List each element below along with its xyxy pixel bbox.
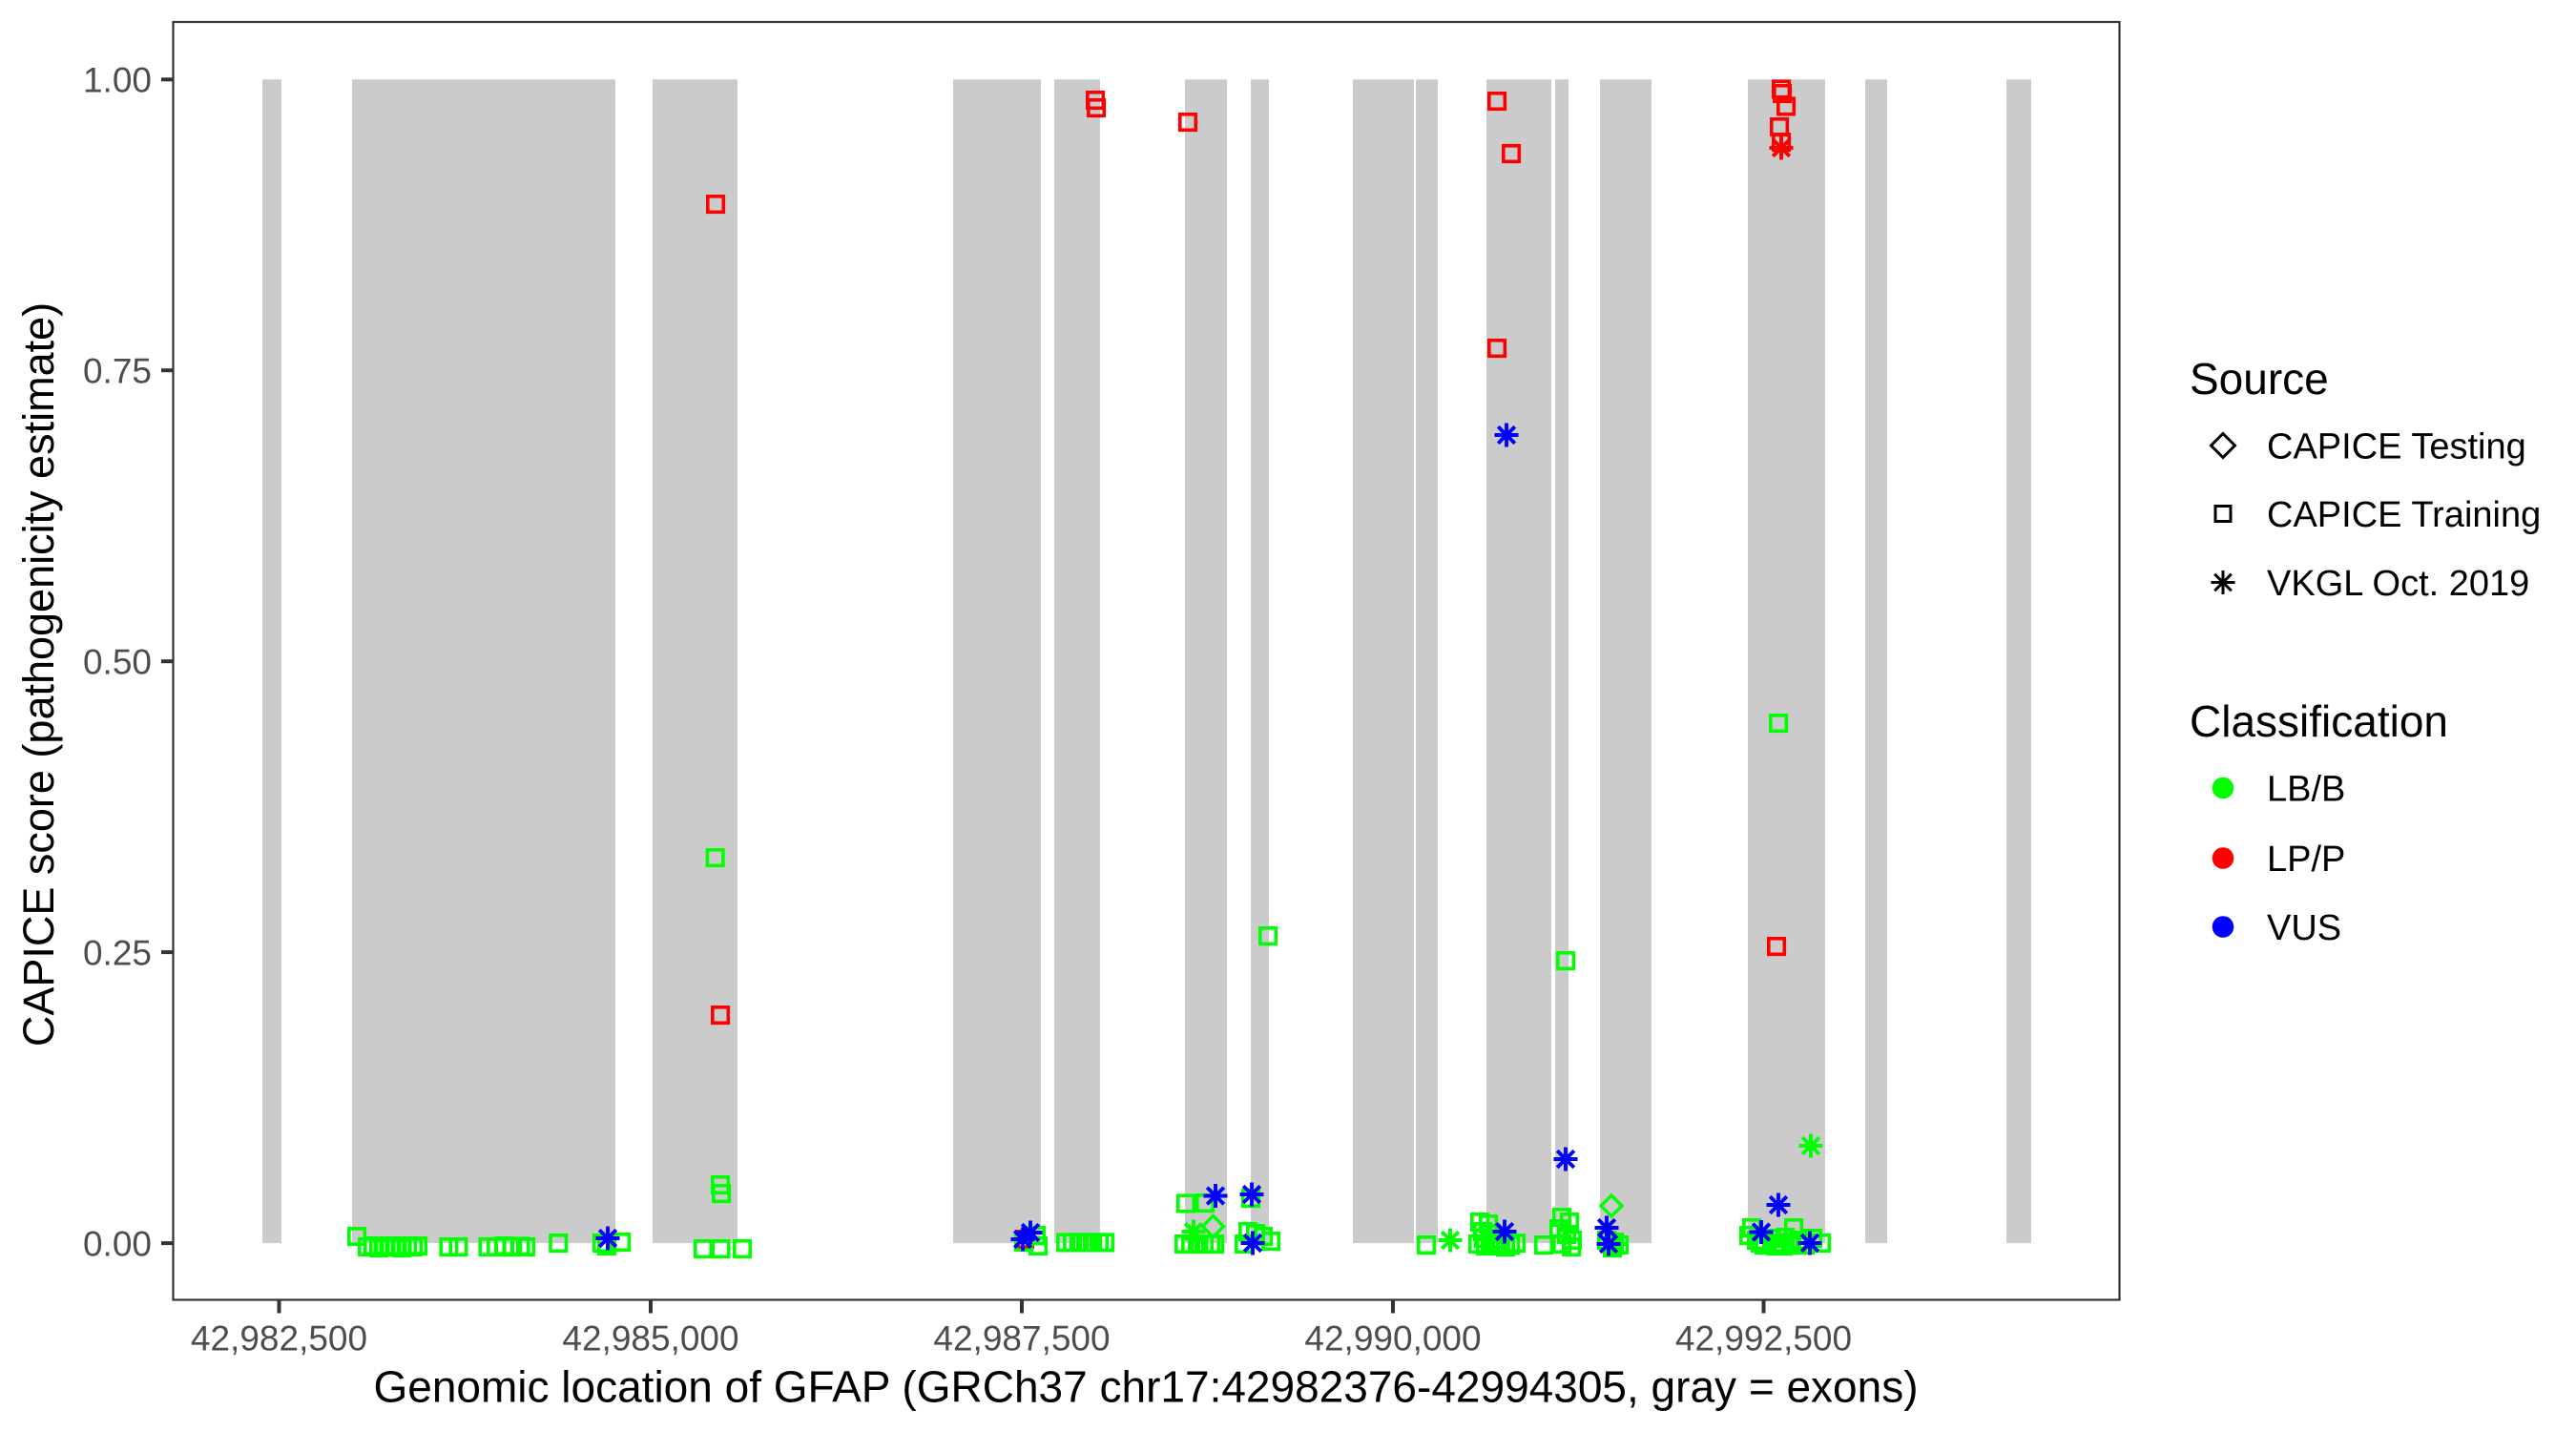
svg-text:0.50: 0.50 — [83, 642, 152, 681]
svg-text:VUS: VUS — [2267, 908, 2341, 948]
svg-text:CAPICE Testing: CAPICE Testing — [2267, 427, 2526, 467]
svg-text:0.25: 0.25 — [83, 933, 152, 972]
svg-text:LB/B: LB/B — [2267, 770, 2345, 810]
svg-text:42,985,000: 42,985,000 — [562, 1319, 738, 1358]
svg-text:VKGL Oct. 2019: VKGL Oct. 2019 — [2267, 564, 2529, 604]
svg-text:Source: Source — [2190, 354, 2329, 404]
svg-text:0.75: 0.75 — [83, 351, 152, 390]
svg-text:Genomic location of GFAP (GRCh: Genomic location of GFAP (GRCh37 chr17:4… — [373, 1362, 1918, 1412]
svg-text:LP/P: LP/P — [2267, 840, 2345, 880]
svg-text:Classification: Classification — [2190, 696, 2448, 746]
svg-text:CAPICE Training: CAPICE Training — [2267, 495, 2541, 535]
svg-text:0.00: 0.00 — [83, 1224, 152, 1263]
svg-text:42,992,500: 42,992,500 — [1675, 1319, 1852, 1358]
svg-text:42,987,500: 42,987,500 — [933, 1319, 1110, 1358]
svg-text:1.00: 1.00 — [83, 61, 152, 100]
svg-text:CAPICE score (pathogenicity es: CAPICE score (pathogenicity estimate) — [14, 302, 63, 1047]
svg-text:42,990,000: 42,990,000 — [1304, 1319, 1481, 1358]
svg-text:42,982,500: 42,982,500 — [191, 1319, 367, 1358]
